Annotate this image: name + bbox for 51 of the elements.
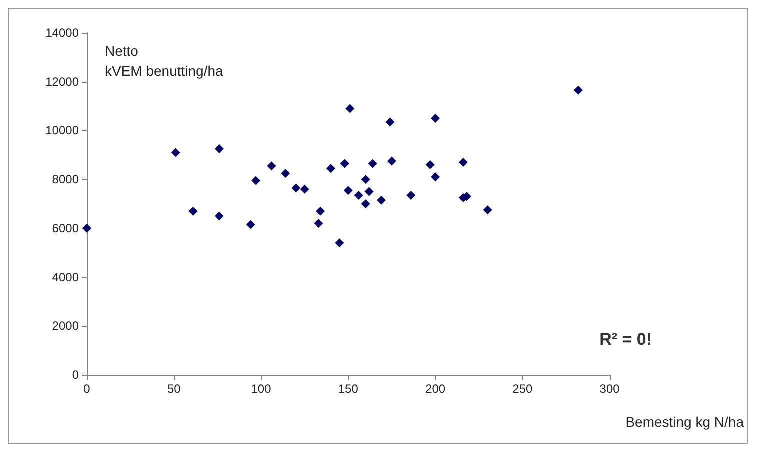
point — [361, 200, 370, 208]
point — [346, 104, 355, 114]
x-tick-label: 300 — [600, 382, 620, 396]
point — [316, 206, 326, 216]
point — [267, 162, 276, 171]
y-tick-label: 10000 — [46, 124, 80, 138]
point — [335, 238, 344, 248]
annotation: R² = 0! — [600, 330, 652, 349]
x-tick-label: 0 — [84, 382, 91, 396]
point — [326, 164, 336, 174]
point — [387, 156, 396, 166]
point — [292, 184, 301, 193]
point — [377, 196, 386, 205]
point — [574, 86, 583, 95]
x-tick-label: 50 — [167, 382, 182, 396]
point — [281, 168, 290, 178]
point — [431, 172, 440, 182]
y-axis-title: Netto kVEM benutting/ha — [105, 43, 224, 79]
point — [386, 118, 395, 127]
point — [314, 219, 324, 228]
y-tick-label: 2000 — [52, 319, 80, 334]
x-axis-title: Bemesting kg N/ha — [626, 414, 744, 430]
point — [354, 190, 364, 200]
point — [458, 158, 468, 167]
point — [214, 212, 224, 221]
point — [252, 176, 261, 186]
y-tick-label: 6000 — [52, 221, 80, 236]
point — [364, 187, 374, 196]
point — [344, 186, 353, 196]
point — [246, 220, 256, 230]
point — [368, 159, 378, 168]
y-tick-label: 0 — [72, 368, 80, 382]
y-tick-label: 4000 — [52, 270, 80, 284]
point — [361, 175, 370, 184]
point — [426, 160, 435, 170]
y-tick-label: 8000 — [52, 172, 80, 187]
point — [82, 224, 92, 233]
point — [483, 206, 492, 215]
y-tick-label: 12000 — [46, 74, 80, 89]
point — [188, 206, 198, 216]
point — [214, 144, 224, 154]
x-tick-label: 200 — [426, 382, 446, 396]
point — [300, 184, 310, 194]
x-tick-label: 100 — [251, 382, 272, 396]
y-tick-label: 14000 — [46, 26, 80, 40]
point — [171, 148, 180, 158]
point — [340, 159, 350, 168]
x-tick-label: 150 — [338, 382, 359, 396]
point — [406, 190, 416, 200]
point — [431, 114, 440, 123]
x-tick-label: 250 — [512, 382, 534, 396]
